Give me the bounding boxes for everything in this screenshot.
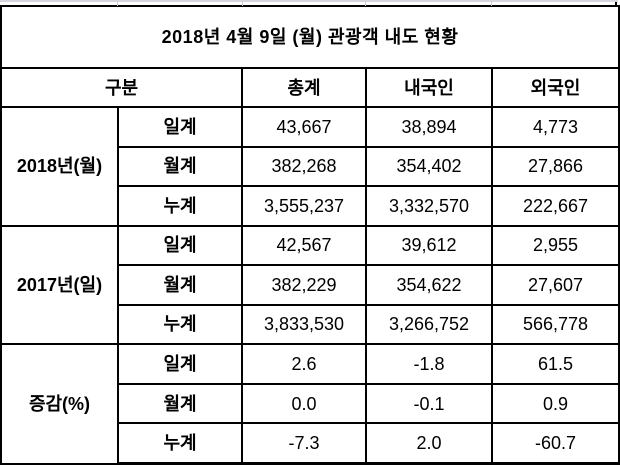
row-label-daily: 일계	[117, 343, 243, 385]
cell-value: 27,866	[490, 145, 620, 188]
cell-value: 3,332,570	[365, 185, 493, 227]
row-label-cumulative: 누계	[117, 303, 243, 346]
column-header-total: 총계	[241, 67, 367, 108]
column-header-foreign: 외국인	[490, 67, 620, 108]
cell-value: 3,833,530	[241, 303, 367, 346]
gridline-stub	[117, 2, 118, 6]
cell-value: 566,778	[490, 303, 620, 346]
gridline-stub	[615, 2, 617, 7]
cell-value: 3,555,237	[241, 185, 367, 227]
row-label-monthly: 월계	[117, 382, 243, 425]
group-label-2017: 2017년(일)	[0, 224, 119, 346]
cell-value: 27,607	[490, 264, 620, 306]
cell-value: 0.0	[241, 382, 367, 425]
gridline-stub	[242, 2, 243, 6]
group-label-change-pct: 증감(%)	[0, 343, 119, 465]
cell-value: 42,567	[241, 224, 367, 267]
table-title: 2018년 4월 9일 (월) 관광객 내도 현황	[0, 4, 620, 70]
cell-value: 3,266,752	[365, 303, 493, 346]
cell-value: -60.7	[490, 422, 620, 466]
row-label-monthly: 월계	[117, 145, 243, 188]
row-label-cumulative: 누계	[117, 185, 243, 227]
cell-value: -7.3	[241, 422, 367, 466]
row-label-cumulative: 누계	[117, 422, 243, 466]
spreadsheet-gridline-strip	[0, 0, 618, 7]
cell-value: 354,402	[365, 145, 493, 188]
cell-value: 382,229	[241, 264, 367, 306]
cell-value: -1.8	[365, 343, 493, 385]
cell-value: 382,268	[241, 145, 367, 188]
cell-value: 2.6	[241, 343, 367, 385]
group-label-2018: 2018년(월)	[0, 105, 119, 227]
cell-value: 43,667	[241, 105, 367, 148]
cell-value: 2,955	[490, 224, 620, 267]
cell-value: 354,622	[365, 264, 493, 306]
gridline-stub	[365, 2, 366, 6]
cell-value: 38,894	[365, 105, 493, 148]
cell-value: 61.5	[490, 343, 620, 385]
tourist-arrival-table: 2018년 4월 9일 (월) 관광객 내도 현황 구분 총계 내국인 외국인 …	[0, 4, 620, 466]
cell-value: -0.1	[365, 382, 493, 425]
column-header-domestic: 내국인	[365, 67, 493, 108]
cell-value: 222,667	[490, 185, 620, 227]
row-label-monthly: 월계	[117, 264, 243, 306]
row-label-daily: 일계	[117, 224, 243, 267]
column-header-category: 구분	[0, 67, 243, 108]
gridline-stub	[491, 2, 492, 6]
row-label-daily: 일계	[117, 105, 243, 148]
cell-value: 0.9	[490, 382, 620, 425]
cell-value: 2.0	[365, 422, 493, 466]
cell-value: 4,773	[490, 105, 620, 148]
cell-value: 39,612	[365, 224, 493, 267]
